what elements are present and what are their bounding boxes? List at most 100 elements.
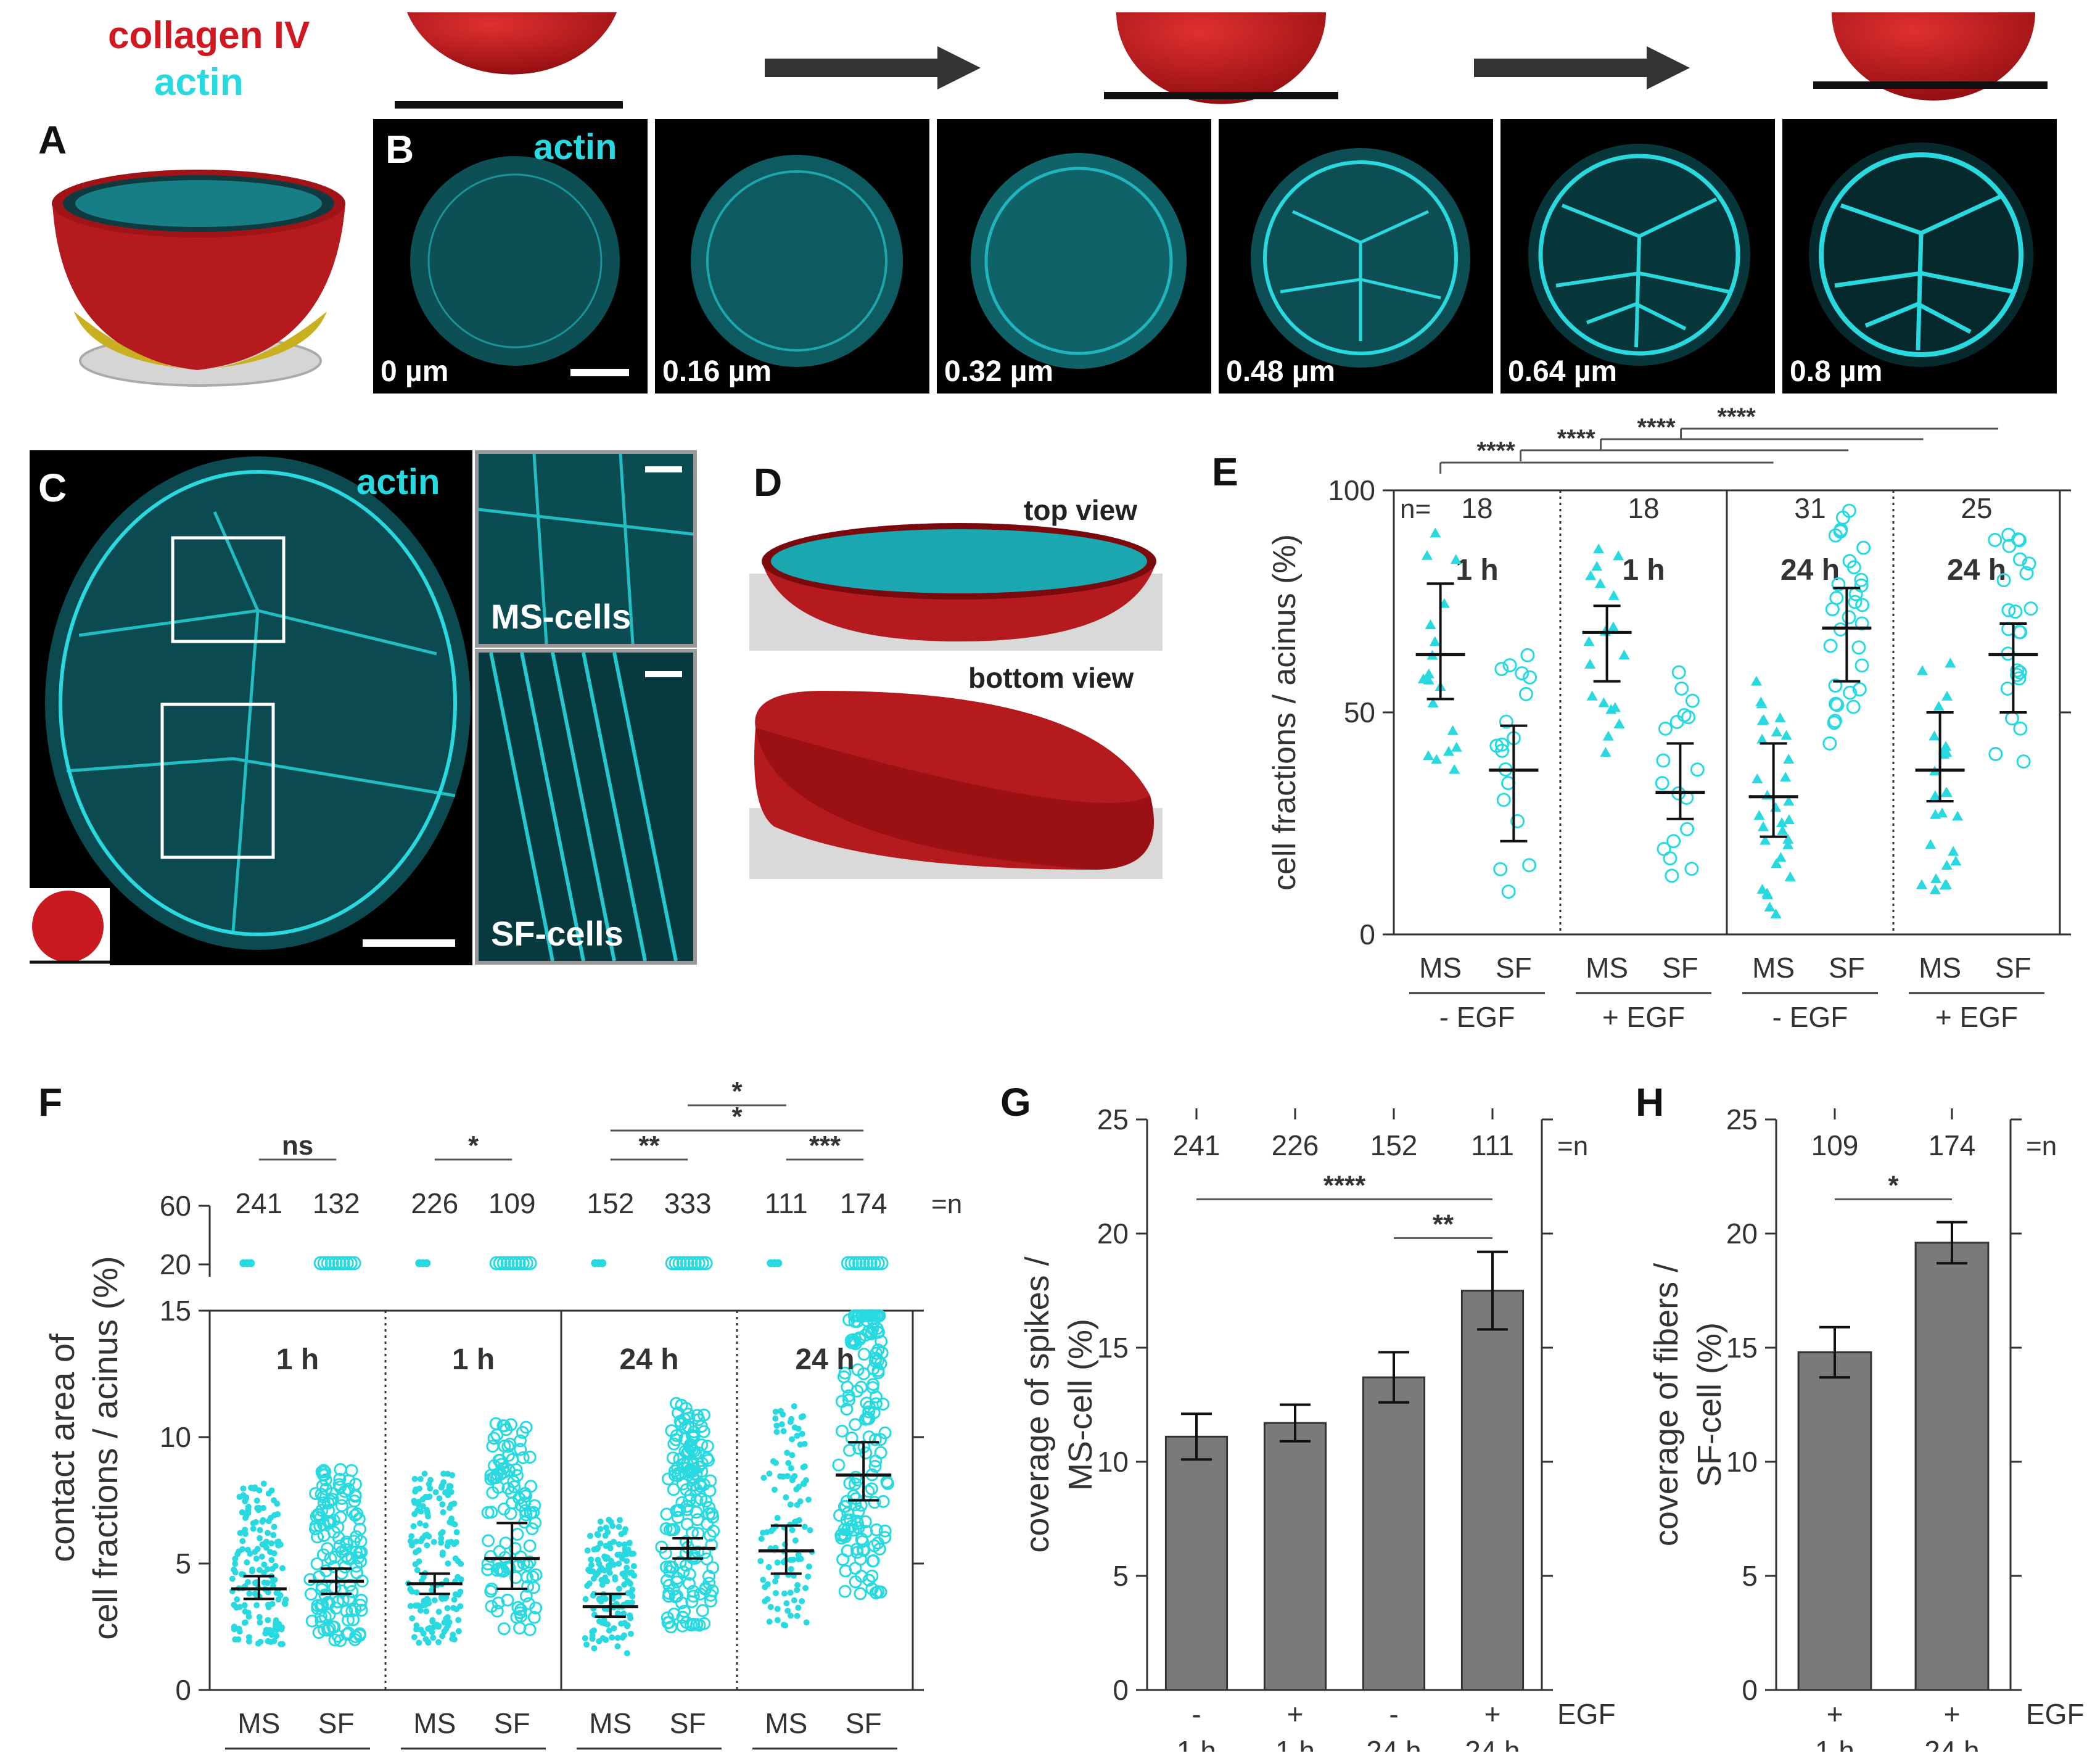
egf-sign: + xyxy=(1287,1698,1304,1730)
sf-point xyxy=(706,1511,720,1524)
ms-point xyxy=(278,1641,284,1647)
chart-f: 0 5 10 15 20 60 contact area of cell fractions … xyxy=(43,1076,962,1750)
y-axis-label: cell fractions / acinus (%) xyxy=(1267,534,1303,891)
slice-depth-label: 0.8 µm xyxy=(1790,355,1883,388)
ms-point xyxy=(425,1639,432,1646)
ms-point xyxy=(236,1493,243,1500)
ms-point xyxy=(414,1507,421,1514)
ms-point xyxy=(232,1569,239,1576)
ms-point xyxy=(604,1529,611,1536)
n-value: 109 xyxy=(488,1187,536,1219)
ms-point xyxy=(787,1501,794,1508)
category-label: MS xyxy=(1919,952,1961,984)
y-tick-label: 60 xyxy=(160,1190,191,1222)
ms-point xyxy=(1782,833,1794,844)
legend-actin: actin xyxy=(154,61,244,104)
sf-point xyxy=(662,1578,676,1592)
sf-point xyxy=(859,1446,873,1460)
ms-point xyxy=(444,1470,451,1477)
ms-point xyxy=(802,1477,809,1484)
n-value: 18 xyxy=(1628,492,1659,524)
y-tick-label: 0 xyxy=(1359,918,1375,950)
ms-point xyxy=(241,1620,248,1626)
ms-point xyxy=(273,1620,279,1626)
sf-point xyxy=(317,1464,331,1477)
ms-point xyxy=(407,1602,414,1609)
y-tick-label: 15 xyxy=(160,1295,191,1327)
ms-point xyxy=(609,1523,616,1530)
ms-point xyxy=(630,1563,637,1570)
ms-point xyxy=(803,1619,810,1626)
sf-point xyxy=(523,1623,537,1636)
ms-point xyxy=(611,1538,617,1545)
ms-point xyxy=(413,1622,420,1629)
ms-point xyxy=(409,1615,416,1622)
ms-point xyxy=(1427,697,1439,707)
ms-point xyxy=(1771,858,1782,868)
ms-point xyxy=(240,1485,247,1492)
sf-point xyxy=(671,1469,685,1483)
sf-point xyxy=(1663,851,1677,866)
ms-point xyxy=(594,1531,601,1538)
ms-point xyxy=(262,1630,269,1637)
sf-point xyxy=(1671,665,1686,680)
ms-point xyxy=(414,1567,421,1573)
sf-point xyxy=(314,1599,327,1612)
ms-point xyxy=(614,1634,621,1641)
egf-sign: + xyxy=(1484,1698,1501,1730)
arrow-1 xyxy=(765,46,981,89)
significance-label: *** xyxy=(809,1131,841,1161)
sf-point xyxy=(349,1630,363,1644)
ms-point xyxy=(247,1551,253,1557)
sf-point xyxy=(849,1337,862,1351)
ms-point xyxy=(807,1527,813,1533)
sf-point xyxy=(327,1560,340,1573)
ms-point xyxy=(411,1634,418,1641)
ms-point xyxy=(1758,821,1769,831)
ms-point xyxy=(426,1600,432,1607)
ms-point xyxy=(448,1515,455,1522)
ms-point xyxy=(440,1509,447,1515)
panel-label-d: D xyxy=(754,460,783,505)
ms-point xyxy=(597,1518,604,1525)
significance-label: * xyxy=(731,1102,743,1132)
ms-point xyxy=(611,1625,617,1632)
ms-point xyxy=(801,1523,808,1530)
sf-point xyxy=(1496,793,1511,807)
chart-e: 0 50 100 cell fractions / acinus (%) n= 18 1 h… xyxy=(1267,403,2071,1033)
category-label: SF xyxy=(1829,952,1865,984)
category-label: MS xyxy=(765,1707,807,1739)
sf-point xyxy=(525,1522,539,1536)
y-tick-label: 0 xyxy=(1113,1674,1129,1706)
ms-point xyxy=(407,1538,414,1544)
outlier-point xyxy=(669,1256,683,1271)
category-label: SF xyxy=(670,1707,706,1739)
panel-c-main-image: C actin xyxy=(30,450,472,965)
sf-point xyxy=(1829,591,1844,606)
time-label: 1 h xyxy=(276,1343,319,1376)
outlier-point xyxy=(324,1256,339,1271)
sf-point xyxy=(338,1485,352,1498)
ms-point xyxy=(1608,590,1620,600)
ms-point xyxy=(590,1568,596,1575)
ms-point xyxy=(596,1567,603,1574)
y-axis-label-2: MS-cell (%) xyxy=(1062,1319,1099,1491)
ms-point xyxy=(1783,753,1795,764)
sf-point xyxy=(1666,834,1681,849)
y-tick-label: 5 xyxy=(1113,1560,1129,1592)
ms-point xyxy=(582,1596,589,1602)
sf-point xyxy=(1831,577,1846,591)
ms-point xyxy=(263,1538,270,1545)
sf-point xyxy=(696,1604,709,1617)
ms-point xyxy=(257,1535,263,1541)
sf-point xyxy=(514,1550,527,1564)
ms-point xyxy=(630,1551,637,1557)
ms-point xyxy=(423,1608,430,1615)
bar xyxy=(1164,1435,1229,1691)
ms-point xyxy=(606,1517,612,1523)
ms-point xyxy=(260,1480,267,1487)
panel-label-g: G xyxy=(1000,1080,1031,1124)
n-value: 152 xyxy=(587,1187,634,1219)
sf-point xyxy=(851,1363,865,1377)
ms-point xyxy=(627,1612,633,1619)
